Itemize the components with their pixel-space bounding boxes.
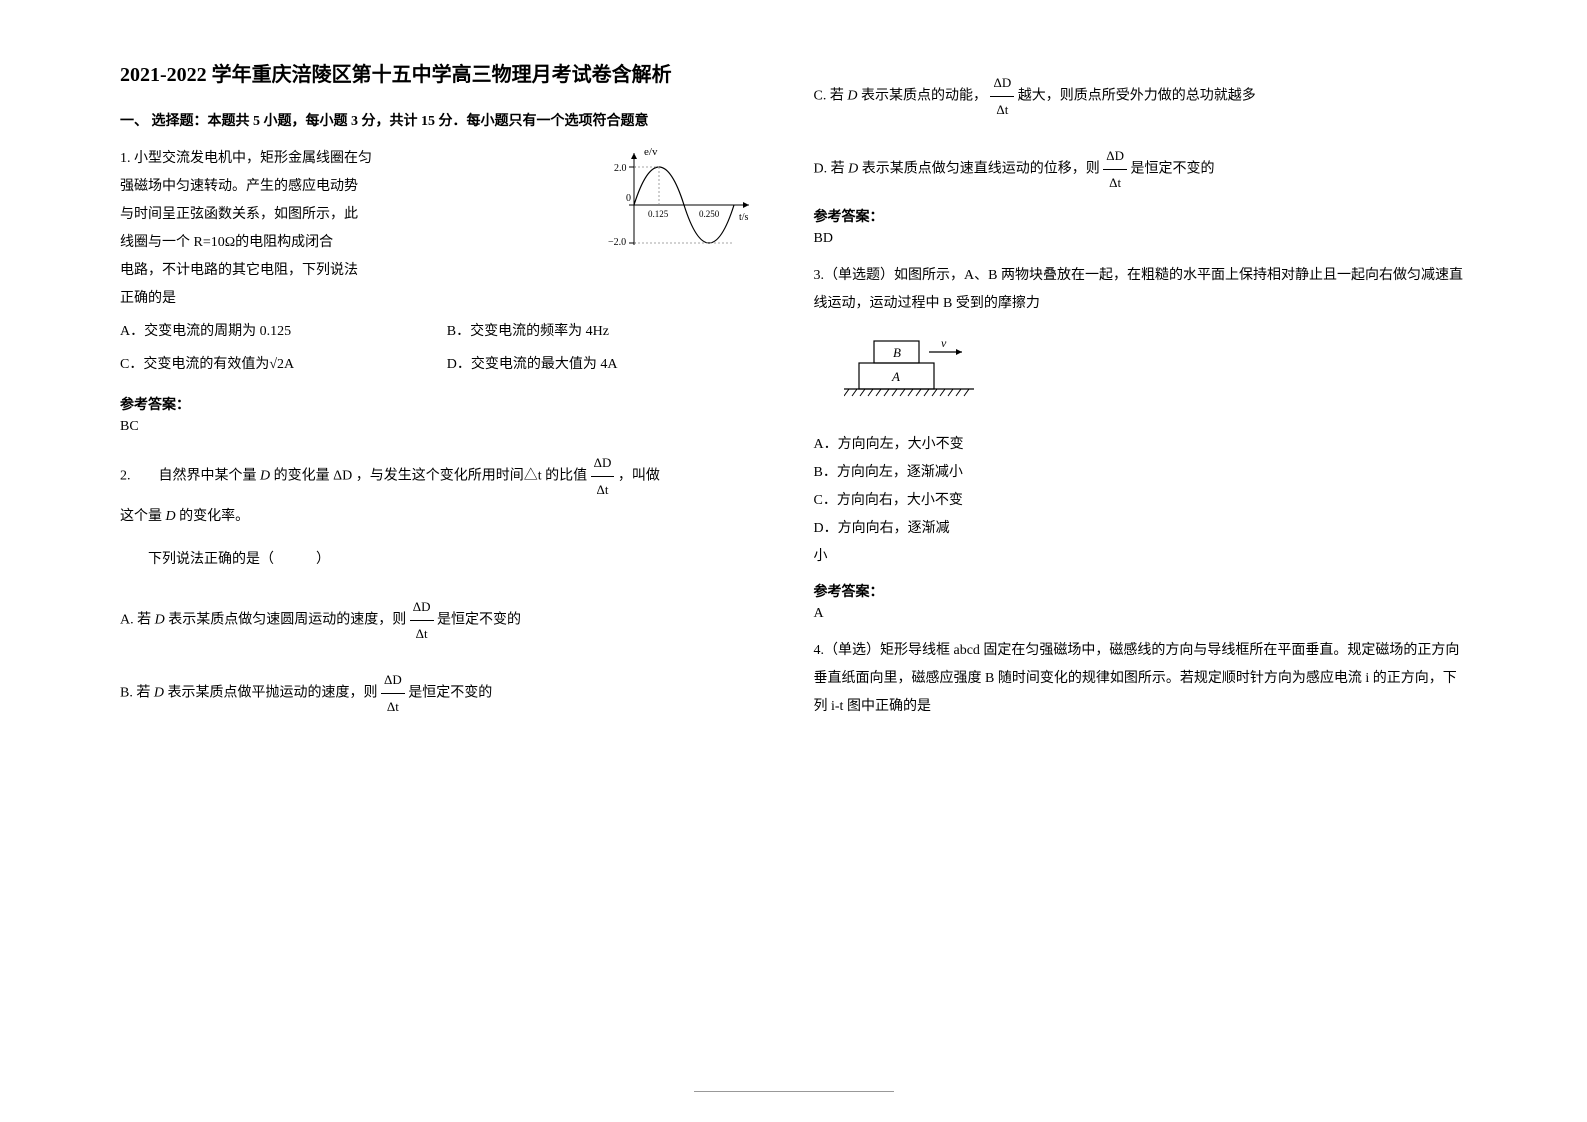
- q2-var-d-2: D: [166, 509, 176, 524]
- q2-answer-label: 参考答案：: [814, 206, 1468, 226]
- q3-labelB: B: [893, 345, 901, 360]
- q1-stem1: 小型交流发电机中，矩形金属线圈在匀: [134, 151, 372, 166]
- q2-optD-mid: 表示某质点做匀速直线运动的位移，则: [862, 162, 1100, 177]
- q1-num: 1.: [120, 151, 131, 166]
- q1-stem6: 正确的是: [120, 285, 774, 313]
- q2-optD-pre: D. 若: [814, 162, 845, 177]
- chart-zero: 0: [626, 193, 631, 204]
- q2-stem-c: ，与发生这个变化所用时间△t 的比值: [356, 469, 587, 484]
- chart-ylabel: e/v: [644, 146, 658, 158]
- q2-optD-post: 是恒定不变的: [1131, 162, 1215, 177]
- q2-optB-post: 是恒定不变的: [408, 686, 492, 701]
- q1-optD: D．交变电流的最大值为 4A: [447, 351, 774, 379]
- q1-optA: A．交变电流的周期为 0.125: [120, 318, 447, 346]
- q3-optD: D．方向向右，逐渐减: [814, 515, 1468, 543]
- q3-num: 3.: [814, 268, 825, 283]
- q4-stem: （单选）矩形导线框 abcd 固定在匀强磁场中，磁感线的方向与导线框所在平面垂直…: [814, 643, 1460, 714]
- chart-x1: 0.125: [648, 209, 669, 219]
- q1-stem5: 电路，不计电路的其它电阻，下列说法: [120, 257, 774, 285]
- q3-optC: C．方向向右，大小不变: [814, 487, 1468, 515]
- q2-optC-frac: ΔDΔt: [990, 70, 1014, 123]
- q2-optB-mid: 表示某质点做平抛运动的速度，则: [167, 686, 377, 701]
- q3-optD2: 小: [814, 543, 1468, 571]
- q2-stem-d: ，叫做: [618, 469, 660, 484]
- q2-optD-d: D: [848, 162, 858, 177]
- q2-optC-d: D: [847, 89, 857, 104]
- question-1: e/v 2.0 0 −2.0 0.125 0.250 t/s 1. 小型交流发电…: [120, 145, 774, 384]
- page-title: 2021-2022 学年重庆涪陵区第十五中学高三物理月考试卷含解析: [120, 60, 774, 90]
- q2-frac-1: ΔDΔt: [591, 450, 615, 503]
- q2-optA-d: D: [155, 613, 165, 628]
- q3-optA: A．方向向左，大小不变: [814, 431, 1468, 459]
- q3-answer-label: 参考答案：: [814, 581, 1468, 601]
- chart-xlabel: t/s: [739, 212, 749, 223]
- q2-optD-frac: ΔDΔt: [1103, 143, 1127, 196]
- q2-optA-pre: A. 若: [120, 613, 151, 628]
- footer-divider: [694, 1091, 894, 1092]
- q1-optB: B．交变电流的频率为 4Hz: [447, 318, 774, 346]
- q2-optA-frac: ΔDΔt: [410, 594, 434, 647]
- q2-optC-post: 越大，则质点所受外力做的总功就越多: [1018, 89, 1256, 104]
- q2-optB-pre: B. 若: [120, 686, 150, 701]
- q3-answer: A: [814, 606, 1468, 622]
- q2-var-dd: ΔD: [333, 469, 352, 484]
- q2-optA-post: 是恒定不变的: [437, 613, 521, 628]
- chart-ymin: −2.0: [608, 237, 626, 248]
- question-2: 2. 自然界中某个量 D 的变化量 ΔD ，与发生这个变化所用时间△t 的比值 …: [120, 450, 774, 720]
- q2-stem-b: 的变化量: [274, 469, 330, 484]
- q2-stem-f: 的变化率。: [179, 509, 249, 524]
- q2-sub: 下列说法正确的是（ ）: [120, 546, 774, 574]
- q2-var-d-1: D: [260, 469, 270, 484]
- q1-answer-label: 参考答案：: [120, 394, 774, 414]
- q1-optC: C．交变电流的有效值为√2A: [120, 351, 447, 379]
- q2-optB-d: D: [154, 686, 164, 701]
- q2-optC-pre: C. 若: [814, 89, 844, 104]
- q3-optB: B．方向向左，逐渐减小: [814, 459, 1468, 487]
- q1-chart: e/v 2.0 0 −2.0 0.125 0.250 t/s: [604, 145, 764, 255]
- question-4: 4.（单选）矩形导线框 abcd 固定在匀强磁场中，磁感线的方向与导线框所在平面…: [814, 637, 1468, 721]
- q2-optC-mid: 表示某质点的动能，: [861, 89, 987, 104]
- q3-diagram: B A v: [844, 333, 1468, 416]
- q2-stem-e: 这个量: [120, 509, 162, 524]
- section-heading: 一、 选择题：本题共 5 小题，每小题 3 分，共计 15 分．每小题只有一个选…: [120, 110, 774, 130]
- q3-labelV: v: [941, 336, 947, 350]
- q1-answer: BC: [120, 419, 774, 435]
- q2-optB-frac: ΔDΔt: [381, 667, 405, 720]
- q3-stem: （单选题）如图所示，A、B 两物块叠放在一起，在粗糙的水平面上保持相对静止且一起…: [814, 268, 1463, 311]
- q2-answer: BD: [814, 231, 1468, 247]
- q2-stem-a: 自然界中某个量: [159, 469, 257, 484]
- question-2-cont: C. 若 D 表示某质点的动能， ΔDΔt 越大，则质点所受外力做的总功就越多 …: [814, 70, 1468, 196]
- chart-ymax: 2.0: [614, 163, 627, 174]
- chart-x2: 0.250: [699, 209, 720, 219]
- q4-num: 4.: [814, 643, 825, 658]
- question-3: 3.（单选题）如图所示，A、B 两物块叠放在一起，在粗糙的水平面上保持相对静止且…: [814, 262, 1468, 571]
- q3-labelA: A: [891, 369, 900, 384]
- q2-num: 2.: [120, 469, 131, 484]
- q2-optA-mid: 表示某质点做匀速圆周运动的速度，则: [168, 613, 406, 628]
